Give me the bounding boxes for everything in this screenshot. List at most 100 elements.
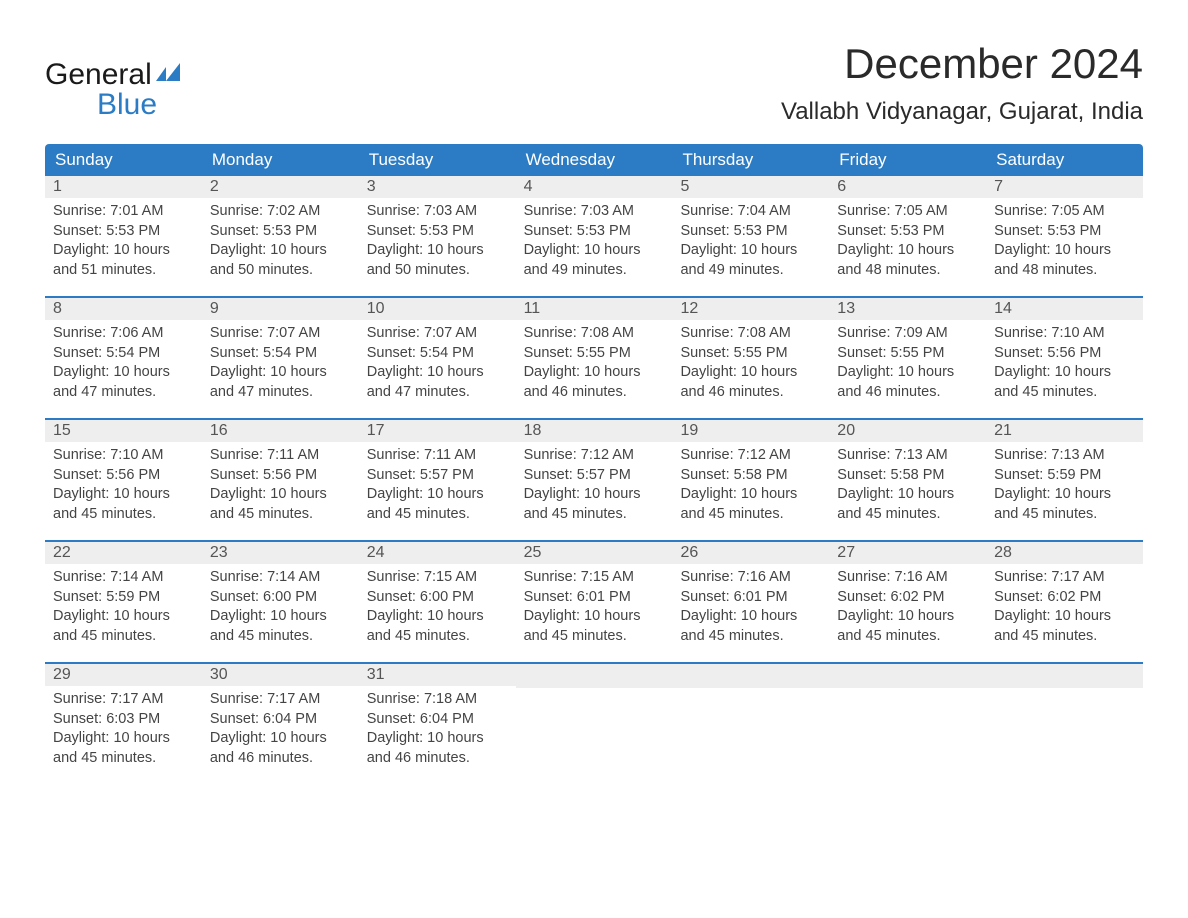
sunset-text: Sunset: 6:02 PM [994, 588, 1135, 608]
day-cell: 10Sunrise: 7:07 AMSunset: 5:54 PMDayligh… [359, 298, 516, 418]
sunrise-text: Sunrise: 7:03 AM [524, 202, 665, 222]
day-content: Sunrise: 7:16 AMSunset: 6:01 PMDaylight:… [672, 564, 829, 660]
daylight-text-line1: Daylight: 10 hours [367, 363, 508, 383]
day-number: 12 [672, 298, 829, 320]
sunset-text: Sunset: 5:55 PM [837, 344, 978, 364]
empty-day-cell [516, 664, 673, 784]
sunset-text: Sunset: 5:56 PM [210, 466, 351, 486]
daylight-text-line2: and 45 minutes. [367, 505, 508, 525]
week-row: 29Sunrise: 7:17 AMSunset: 6:03 PMDayligh… [45, 662, 1143, 784]
daylight-text-line2: and 45 minutes. [524, 627, 665, 647]
daylight-text-line2: and 46 minutes. [367, 749, 508, 769]
daylight-text-line2: and 45 minutes. [367, 627, 508, 647]
day-number: 10 [359, 298, 516, 320]
sunset-text: Sunset: 5:53 PM [524, 222, 665, 242]
daylight-text-line1: Daylight: 10 hours [524, 607, 665, 627]
daylight-text-line2: and 45 minutes. [53, 627, 194, 647]
day-number: 31 [359, 664, 516, 686]
day-content: Sunrise: 7:10 AMSunset: 5:56 PMDaylight:… [986, 320, 1143, 416]
day-content: Sunrise: 7:13 AMSunset: 5:58 PMDaylight:… [829, 442, 986, 538]
day-content: Sunrise: 7:13 AMSunset: 5:59 PMDaylight:… [986, 442, 1143, 538]
day-content: Sunrise: 7:01 AMSunset: 5:53 PMDaylight:… [45, 198, 202, 294]
week-row: 22Sunrise: 7:14 AMSunset: 5:59 PMDayligh… [45, 540, 1143, 662]
daylight-text-line1: Daylight: 10 hours [837, 607, 978, 627]
daylight-text-line2: and 47 minutes. [210, 383, 351, 403]
day-number: 4 [516, 176, 673, 198]
sunrise-text: Sunrise: 7:05 AM [994, 202, 1135, 222]
sunset-text: Sunset: 6:04 PM [210, 710, 351, 730]
sunset-text: Sunset: 5:57 PM [524, 466, 665, 486]
daylight-text-line2: and 45 minutes. [994, 627, 1135, 647]
sunrise-text: Sunrise: 7:02 AM [210, 202, 351, 222]
sunrise-text: Sunrise: 7:16 AM [837, 568, 978, 588]
sunrise-text: Sunrise: 7:01 AM [53, 202, 194, 222]
sunrise-text: Sunrise: 7:12 AM [524, 446, 665, 466]
empty-day-cell [672, 664, 829, 784]
sunset-text: Sunset: 6:02 PM [837, 588, 978, 608]
day-cell: 22Sunrise: 7:14 AMSunset: 5:59 PMDayligh… [45, 542, 202, 662]
day-number: 30 [202, 664, 359, 686]
day-number: 25 [516, 542, 673, 564]
day-cell: 30Sunrise: 7:17 AMSunset: 6:04 PMDayligh… [202, 664, 359, 784]
day-content: Sunrise: 7:06 AMSunset: 5:54 PMDaylight:… [45, 320, 202, 416]
calendar: SundayMondayTuesdayWednesdayThursdayFrid… [45, 144, 1143, 784]
day-content: Sunrise: 7:17 AMSunset: 6:03 PMDaylight:… [45, 686, 202, 782]
sunrise-text: Sunrise: 7:16 AM [680, 568, 821, 588]
day-cell: 2Sunrise: 7:02 AMSunset: 5:53 PMDaylight… [202, 176, 359, 296]
sunset-text: Sunset: 5:53 PM [367, 222, 508, 242]
sunset-text: Sunset: 6:03 PM [53, 710, 194, 730]
sunset-text: Sunset: 5:58 PM [837, 466, 978, 486]
day-number: 28 [986, 542, 1143, 564]
daylight-text-line1: Daylight: 10 hours [210, 241, 351, 261]
day-content: Sunrise: 7:09 AMSunset: 5:55 PMDaylight:… [829, 320, 986, 416]
daylight-text-line1: Daylight: 10 hours [994, 363, 1135, 383]
sunrise-text: Sunrise: 7:10 AM [994, 324, 1135, 344]
day-cell: 31Sunrise: 7:18 AMSunset: 6:04 PMDayligh… [359, 664, 516, 784]
day-content: Sunrise: 7:03 AMSunset: 5:53 PMDaylight:… [359, 198, 516, 294]
day-content: Sunrise: 7:18 AMSunset: 6:04 PMDaylight:… [359, 686, 516, 782]
sunrise-text: Sunrise: 7:10 AM [53, 446, 194, 466]
daylight-text-line2: and 45 minutes. [53, 505, 194, 525]
sunrise-text: Sunrise: 7:03 AM [367, 202, 508, 222]
empty-day-number [986, 664, 1143, 688]
daylight-text-line1: Daylight: 10 hours [524, 241, 665, 261]
title-block: December 2024 Vallabh Vidyanagar, Gujara… [781, 40, 1143, 126]
day-cell: 18Sunrise: 7:12 AMSunset: 5:57 PMDayligh… [516, 420, 673, 540]
sunset-text: Sunset: 5:55 PM [680, 344, 821, 364]
daylight-text-line1: Daylight: 10 hours [53, 729, 194, 749]
weekday-header: Saturday [986, 144, 1143, 176]
day-cell: 28Sunrise: 7:17 AMSunset: 6:02 PMDayligh… [986, 542, 1143, 662]
daylight-text-line2: and 46 minutes. [210, 749, 351, 769]
sunrise-text: Sunrise: 7:08 AM [524, 324, 665, 344]
sunset-text: Sunset: 6:01 PM [680, 588, 821, 608]
daylight-text-line2: and 50 minutes. [367, 261, 508, 281]
sunrise-text: Sunrise: 7:07 AM [210, 324, 351, 344]
day-number: 22 [45, 542, 202, 564]
sunrise-text: Sunrise: 7:04 AM [680, 202, 821, 222]
day-number: 27 [829, 542, 986, 564]
day-content: Sunrise: 7:11 AMSunset: 5:56 PMDaylight:… [202, 442, 359, 538]
day-cell: 29Sunrise: 7:17 AMSunset: 6:03 PMDayligh… [45, 664, 202, 784]
day-number: 9 [202, 298, 359, 320]
sunset-text: Sunset: 5:54 PM [210, 344, 351, 364]
header: General Blue December 2024 Vallabh Vidya… [45, 40, 1143, 126]
day-number: 5 [672, 176, 829, 198]
day-cell: 16Sunrise: 7:11 AMSunset: 5:56 PMDayligh… [202, 420, 359, 540]
day-cell: 1Sunrise: 7:01 AMSunset: 5:53 PMDaylight… [45, 176, 202, 296]
sunrise-text: Sunrise: 7:13 AM [994, 446, 1135, 466]
day-cell: 27 Sunrise: 7:16 AMSunset: 6:02 PMDayligh… [829, 542, 986, 662]
day-cell: 17Sunrise: 7:11 AMSunset: 5:57 PMDayligh… [359, 420, 516, 540]
logo-text-line1: General [45, 60, 152, 90]
sunset-text: Sunset: 6:00 PM [210, 588, 351, 608]
daylight-text-line2: and 48 minutes. [837, 261, 978, 281]
daylight-text-line1: Daylight: 10 hours [53, 607, 194, 627]
weekday-header-row: SundayMondayTuesdayWednesdayThursdayFrid… [45, 144, 1143, 176]
day-number: 7 [986, 176, 1143, 198]
sunset-text: Sunset: 6:01 PM [524, 588, 665, 608]
day-number: 17 [359, 420, 516, 442]
day-content: Sunrise: 7:08 AMSunset: 5:55 PMDaylight:… [672, 320, 829, 416]
weekday-header: Thursday [672, 144, 829, 176]
sunrise-text: Sunrise: 7:11 AM [367, 446, 508, 466]
day-number: 29 [45, 664, 202, 686]
day-content: Sunrise: 7:08 AMSunset: 5:55 PMDaylight:… [516, 320, 673, 416]
